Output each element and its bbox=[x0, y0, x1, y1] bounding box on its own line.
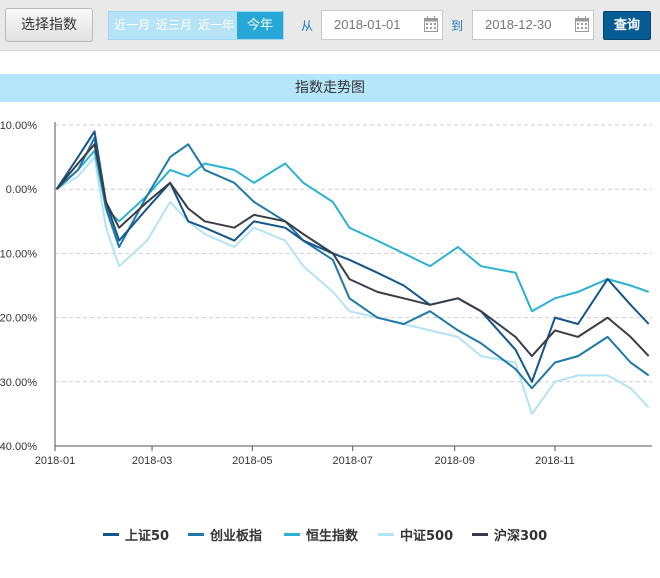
legend-swatch bbox=[188, 533, 204, 536]
period-1y-button[interactable]: 近一年 bbox=[198, 18, 235, 32]
legend-swatch bbox=[378, 533, 394, 536]
legend-item[interactable]: 上证50 bbox=[103, 525, 169, 544]
legend-item[interactable]: 沪深300 bbox=[472, 525, 547, 544]
y-tick-label: -40.00% bbox=[0, 441, 37, 453]
period-ytd-button[interactable]: 今年 bbox=[237, 12, 284, 39]
x-tick-label: 2018-01 bbox=[35, 455, 75, 467]
period-3m-button[interactable]: 近三月 bbox=[156, 18, 193, 32]
x-tick-label: 2018-03 bbox=[132, 455, 172, 467]
legend-label: 中证500 bbox=[400, 529, 454, 544]
end-date-input[interactable]: 2018-12-30 bbox=[472, 10, 594, 40]
to-label: 到 bbox=[451, 19, 464, 33]
legend-item[interactable]: 中证500 bbox=[378, 525, 453, 544]
y-tick-label: -10.00% bbox=[0, 248, 37, 260]
legend-swatch bbox=[284, 533, 300, 536]
legend-label: 恒生指数 bbox=[306, 529, 359, 544]
start-date-input[interactable]: 2018-01-01 bbox=[321, 10, 443, 40]
toolbar: 选择指数 近一月 近三月 近一年 今年 从 2018-01-01 到 2018-… bbox=[0, 0, 660, 51]
calendar-icon[interactable] bbox=[575, 16, 589, 32]
calendar-icon[interactable] bbox=[424, 16, 438, 32]
legend-swatch bbox=[472, 533, 488, 536]
period-selector: 近一月 近三月 近一年 今年 bbox=[108, 11, 285, 40]
query-button[interactable]: 查询 bbox=[603, 11, 651, 40]
y-tick-label: -20.00% bbox=[0, 313, 37, 325]
legend-item[interactable]: 恒生指数 bbox=[284, 525, 358, 544]
y-tick-label: 0.00% bbox=[6, 184, 37, 196]
from-label: 从 bbox=[301, 19, 314, 33]
x-tick-label: 2018-07 bbox=[332, 455, 372, 467]
y-tick-label: -30.00% bbox=[0, 377, 37, 389]
chart-legend: 上证50 创业板指 恒生指数 中证500 沪深300 bbox=[0, 525, 660, 549]
x-tick-label: 2018-09 bbox=[434, 455, 474, 467]
index-trend-chart: 10.00% 0.00% -10.00% -20.00% -30.00% -40.00% 2… bbox=[0, 120, 652, 467]
series-line-5 bbox=[55, 143, 650, 358]
x-tick-label: 2018-05 bbox=[232, 455, 272, 467]
legend-item[interactable]: 创业板指 bbox=[188, 525, 262, 544]
series-line-3 bbox=[55, 149, 650, 313]
series-line-2 bbox=[55, 136, 650, 390]
legend-label: 上证50 bbox=[125, 529, 170, 544]
x-tick-label: 2018-11 bbox=[535, 455, 575, 467]
legend-label: 创业板指 bbox=[210, 529, 263, 544]
chart-title: 指数走势图 bbox=[0, 74, 660, 102]
legend-label: 沪深300 bbox=[494, 529, 548, 544]
series-line-1 bbox=[55, 130, 650, 383]
period-1m-button[interactable]: 近一月 bbox=[114, 18, 151, 32]
select-index-button[interactable]: 选择指数 bbox=[5, 8, 93, 42]
series-line-4 bbox=[56, 156, 650, 415]
legend-swatch bbox=[103, 533, 119, 536]
y-tick-label: 10.00% bbox=[0, 120, 37, 132]
